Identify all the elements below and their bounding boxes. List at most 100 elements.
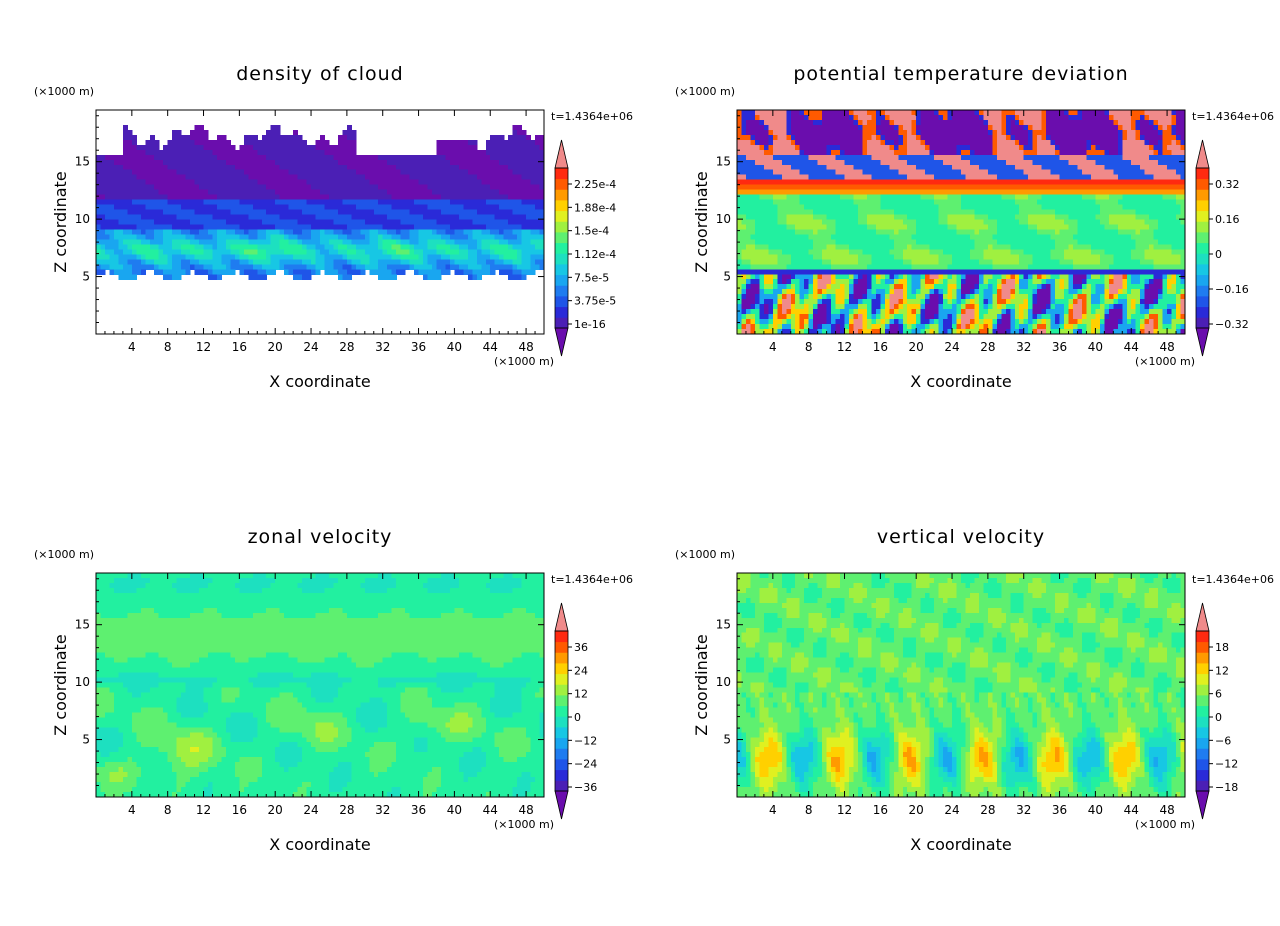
field-cell: [122, 179, 128, 186]
field-cell: [346, 129, 352, 136]
field-cell: [813, 149, 819, 156]
field-cell: [947, 134, 953, 141]
field-cell: [992, 179, 998, 186]
field-cell: [857, 199, 864, 206]
field-cell: [252, 259, 258, 265]
field-cell: [355, 239, 361, 245]
field-cell: [1135, 110, 1141, 116]
field-cell: [786, 154, 792, 161]
field-cell: [804, 114, 810, 121]
field-cell: [203, 174, 209, 181]
field-cell: [467, 194, 473, 201]
field-cell: [454, 184, 460, 191]
field-cell: [1149, 194, 1155, 201]
field-cell: [333, 149, 339, 156]
field-cell: [190, 154, 196, 161]
field-cell: [467, 249, 473, 255]
field-cell: [145, 204, 151, 211]
field-cell: [355, 249, 361, 255]
field-cell: [266, 134, 272, 141]
field-cell: [822, 114, 828, 121]
field-cell: [320, 224, 326, 231]
field-cell: [1077, 134, 1083, 141]
field-cell: [1153, 174, 1159, 181]
field-cell: [1140, 134, 1146, 141]
field-cell: [96, 164, 102, 171]
field-cell: [216, 164, 223, 171]
field-cell: [136, 174, 142, 181]
field-cell: [1055, 154, 1061, 161]
field-cell: [463, 264, 469, 270]
field-cell: [741, 154, 747, 161]
field-cell: [1108, 199, 1114, 206]
field-cell: [225, 204, 231, 211]
field-cell: [154, 194, 160, 201]
field-cell: [275, 184, 281, 191]
field-cell: [127, 259, 133, 265]
field-cell: [804, 129, 810, 136]
field-cell: [1055, 164, 1061, 171]
field-cell: [275, 149, 281, 156]
field-cell: [745, 194, 752, 201]
field-cell: [216, 174, 223, 181]
field-cell: [396, 209, 402, 216]
field-cell: [212, 269, 218, 275]
field-cell: [1090, 110, 1096, 116]
field-cell: [472, 244, 478, 250]
field-cell: [396, 249, 402, 255]
field-cell: [889, 134, 895, 141]
field-cell: [266, 264, 272, 270]
field-cell: [1117, 209, 1123, 216]
time-label: t=1.4364e+06: [1192, 110, 1274, 123]
field-cell: [288, 199, 294, 206]
field-cell: [355, 159, 361, 166]
field-cell: [499, 144, 505, 151]
field-cell: [786, 114, 792, 121]
field-cell: [857, 139, 864, 146]
field-cell: [978, 134, 984, 141]
field-cell: [889, 174, 895, 181]
colorbar-label: 1.5e-4: [574, 225, 609, 238]
field-cell: [337, 149, 343, 156]
field-cell: [875, 124, 881, 131]
field-cell: [1055, 204, 1061, 211]
field-cell: [418, 259, 424, 265]
field-cell: [109, 204, 115, 211]
field-cell: [472, 164, 478, 171]
field-cell: [208, 164, 214, 171]
field-cell: [167, 154, 173, 161]
field-cell: [1010, 149, 1016, 156]
field-cell: [216, 169, 223, 176]
field-cell: [875, 129, 881, 136]
field-cell: [208, 244, 214, 250]
field-cell: [131, 244, 137, 250]
field-cell: [741, 184, 747, 191]
field-cell: [826, 119, 832, 126]
field-cell: [1028, 144, 1034, 151]
field-cell: [866, 119, 872, 126]
field-cell: [234, 174, 240, 181]
field-cell: [826, 124, 832, 131]
field-cell: [1167, 194, 1173, 201]
field-cell: [763, 124, 769, 131]
field-cell: [1113, 119, 1119, 126]
field-cell: [1023, 169, 1029, 176]
colorbar-label: 3.75e-5: [574, 295, 616, 308]
field-cell: [463, 139, 469, 146]
field-cell: [1140, 199, 1146, 206]
field-cell: [252, 149, 258, 156]
field-cell: [790, 164, 796, 171]
field-cell: [1046, 110, 1052, 116]
field-cell: [387, 254, 393, 260]
field-cell: [423, 224, 429, 231]
field-cell: [266, 204, 272, 211]
field-cell: [481, 174, 487, 181]
field-cell: [1135, 114, 1141, 121]
field-cell: [777, 209, 783, 216]
field-cell: [992, 164, 998, 171]
field-cell: [458, 179, 464, 186]
field-cell: [449, 244, 455, 250]
field-cell: [279, 134, 285, 141]
field-cell: [243, 184, 249, 191]
field-cell: [907, 110, 913, 116]
